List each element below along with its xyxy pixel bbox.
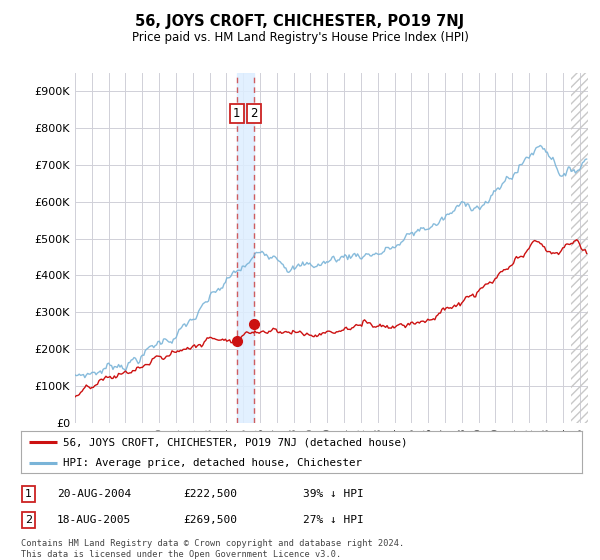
Text: £222,500: £222,500: [183, 489, 237, 499]
Text: 2: 2: [250, 107, 257, 120]
Text: 39% ↓ HPI: 39% ↓ HPI: [303, 489, 364, 499]
Text: 56, JOYS CROFT, CHICHESTER, PO19 7NJ (detached house): 56, JOYS CROFT, CHICHESTER, PO19 7NJ (de…: [63, 437, 407, 447]
Text: 27% ↓ HPI: 27% ↓ HPI: [303, 515, 364, 525]
Text: 18-AUG-2005: 18-AUG-2005: [57, 515, 131, 525]
Text: Price paid vs. HM Land Registry's House Price Index (HPI): Price paid vs. HM Land Registry's House …: [131, 31, 469, 44]
Text: 1: 1: [25, 489, 32, 499]
Bar: [571, 73, 596, 423]
Text: Contains HM Land Registry data © Crown copyright and database right 2024.
This d: Contains HM Land Registry data © Crown c…: [21, 539, 404, 559]
Text: 1: 1: [233, 107, 241, 120]
Text: 56, JOYS CROFT, CHICHESTER, PO19 7NJ: 56, JOYS CROFT, CHICHESTER, PO19 7NJ: [136, 14, 464, 29]
Text: £269,500: £269,500: [183, 515, 237, 525]
Bar: [237, 73, 254, 423]
Text: 2: 2: [25, 515, 32, 525]
Text: 20-AUG-2004: 20-AUG-2004: [57, 489, 131, 499]
Text: HPI: Average price, detached house, Chichester: HPI: Average price, detached house, Chic…: [63, 458, 362, 468]
